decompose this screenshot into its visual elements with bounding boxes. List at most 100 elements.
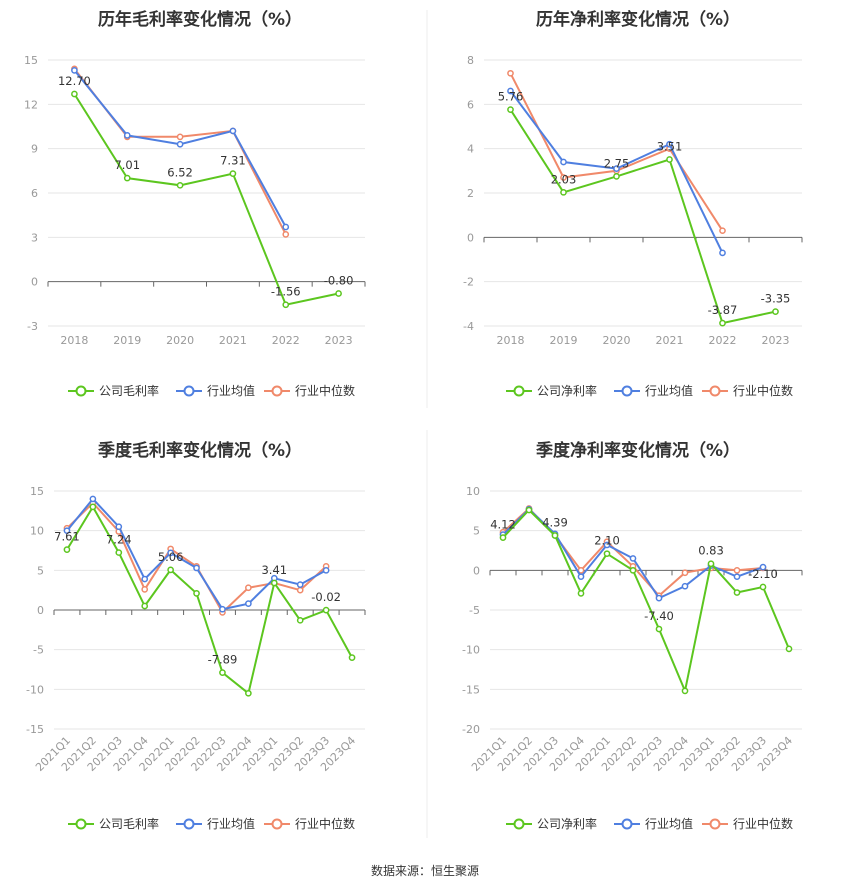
data-point	[603, 550, 611, 558]
data-point	[560, 188, 567, 196]
data-label: 7.61	[54, 530, 80, 544]
legend-marker	[513, 818, 525, 830]
data-point	[245, 584, 252, 592]
y-tick-label: 5	[473, 525, 480, 538]
data-label: 3.51	[657, 140, 683, 154]
series-line-company	[509, 109, 776, 325]
data-point	[525, 506, 533, 514]
y-tick-label: -15	[26, 723, 44, 736]
data-point	[245, 600, 252, 608]
data-point	[719, 319, 726, 327]
y-tick-label: 10	[30, 525, 44, 538]
legend-label: 行业中位数	[295, 816, 355, 831]
data-point	[733, 566, 741, 574]
data-point	[245, 689, 252, 697]
x-tick-label: 2021	[219, 334, 247, 347]
y-tick-label: 0	[31, 276, 38, 289]
y-tick-label: 8	[467, 54, 474, 67]
legend-item-1: 公司净利率	[506, 816, 597, 831]
data-point	[270, 579, 278, 587]
data-point	[63, 527, 71, 535]
data-point	[681, 582, 689, 590]
data-point	[219, 605, 226, 613]
data-point	[666, 140, 673, 148]
y-tick-label: 12	[24, 98, 38, 111]
data-point	[193, 589, 200, 597]
y-tick-label: -3	[27, 320, 38, 333]
legend-item-3: 行业中位数	[702, 816, 793, 831]
data-label: 2.10	[594, 534, 620, 548]
y-tick-label: 0	[467, 231, 474, 244]
y-tick-label: 4	[467, 143, 474, 156]
x-tick-label: 2018	[60, 334, 88, 347]
data-point	[577, 589, 585, 597]
data-point	[785, 645, 793, 653]
data-point	[89, 503, 97, 511]
x-tick-label: 2022	[272, 334, 300, 347]
data-point	[176, 181, 184, 189]
data-point	[629, 566, 637, 574]
data-point	[759, 563, 767, 571]
x-tick-label: 2023	[325, 334, 353, 347]
y-tick-label: 15	[30, 485, 44, 498]
data-point	[229, 170, 237, 177]
data-label: -3.35	[761, 292, 791, 306]
data-point	[89, 495, 97, 503]
y-tick-label: -5	[33, 644, 44, 657]
legend-item-2: 行业均值	[176, 816, 255, 831]
data-point	[229, 127, 237, 135]
legend-label: 行业中位数	[295, 383, 355, 398]
y-tick-label: -15	[462, 683, 480, 696]
data-point	[577, 566, 585, 574]
data-point	[322, 606, 330, 614]
y-tick-label: 6	[467, 98, 474, 111]
legend-item-2: 行业均值	[614, 816, 693, 831]
legend-label: 公司净利率	[537, 816, 597, 831]
data-label: -7.89	[208, 653, 238, 667]
y-tick-label: 9	[31, 143, 38, 156]
data-point	[141, 575, 149, 583]
data-label: 3.41	[261, 563, 287, 577]
data-point	[282, 223, 290, 231]
data-point	[733, 589, 741, 596]
data-point	[167, 549, 174, 557]
data-point	[71, 90, 78, 98]
legend-item-3: 行业中位数	[264, 383, 355, 398]
data-point	[719, 249, 726, 257]
x-tick-label: 2020	[603, 334, 631, 347]
series-line-median	[73, 68, 287, 235]
series-line-company	[66, 504, 353, 696]
data-point	[141, 586, 149, 593]
data-point	[348, 654, 356, 661]
data-point	[613, 173, 620, 180]
chart-title: 季度毛利率变化情况（%）	[98, 440, 302, 461]
data-label: 5.06	[158, 550, 184, 564]
data-point	[193, 564, 200, 572]
data-point	[296, 616, 304, 624]
y-tick-label: 2	[467, 187, 474, 200]
data-point	[507, 87, 514, 95]
data-point	[655, 625, 663, 633]
data-point	[335, 290, 342, 297]
data-label: 7.24	[106, 533, 132, 547]
data-label: -1.56	[271, 285, 301, 299]
x-tick-label: 2021	[656, 334, 684, 347]
data-label: 4.39	[542, 516, 568, 530]
data-point	[733, 573, 741, 581]
chart-panel-1: 历年毛利率变化情况（%） -3 0 3 6 9 12 15 2018 2019 2020 2021 20…	[24, 9, 366, 398]
legend-label: 行业均值	[207, 383, 255, 398]
chart-panel-2: 历年净利率变化情况（%） -4 -2 0 2 4 6 8 2018 2019 2020 2021 202…	[463, 9, 803, 398]
y-tick-label: -5	[469, 604, 480, 617]
series-line-median	[509, 72, 724, 232]
legend-label: 行业中位数	[733, 816, 793, 831]
data-point	[63, 546, 71, 553]
legend-label: 公司净利率	[537, 383, 597, 398]
data-label: 7.01	[114, 158, 140, 172]
data-point	[577, 573, 585, 581]
data-point	[296, 581, 304, 588]
x-tick-label: 2019	[113, 334, 141, 347]
data-label: 6.52	[167, 165, 193, 179]
data-point	[296, 586, 304, 594]
data-point	[507, 69, 514, 77]
data-point	[176, 140, 184, 148]
